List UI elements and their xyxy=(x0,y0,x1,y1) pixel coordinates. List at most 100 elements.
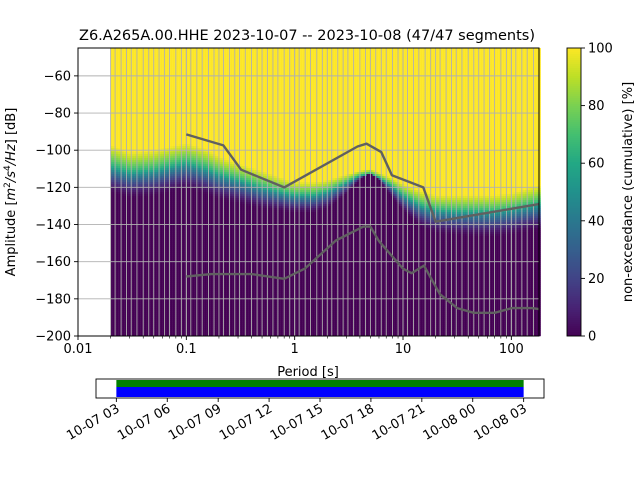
heatmap-cell xyxy=(134,78,137,81)
heatmap-cell xyxy=(156,58,159,61)
heatmap-cell xyxy=(124,122,127,125)
heatmap-cell xyxy=(156,296,159,299)
heatmap-cell xyxy=(156,110,159,113)
heatmap-cell xyxy=(120,52,123,55)
heatmap-cell xyxy=(148,80,151,83)
heatmap-cell xyxy=(136,142,139,145)
heatmap-cell xyxy=(150,116,153,119)
heatmap-cell xyxy=(150,72,153,75)
heatmap-cell xyxy=(134,222,137,225)
heatmap-cell xyxy=(118,162,121,165)
heatmap-cell xyxy=(156,192,159,195)
heatmap-cell xyxy=(176,104,179,107)
heatmap-cell xyxy=(150,288,153,291)
heatmap-cell xyxy=(172,190,175,193)
heatmap-cell xyxy=(164,48,167,51)
heatmap-cell xyxy=(116,236,119,239)
heatmap-cell xyxy=(158,140,161,143)
heatmap-cell xyxy=(114,322,117,325)
heatmap-cell xyxy=(158,166,161,169)
heatmap-cell xyxy=(156,170,159,173)
heatmap-cell xyxy=(176,302,179,305)
heatmap-cell xyxy=(132,54,135,57)
heatmap-cell xyxy=(128,80,131,83)
heatmap-cell xyxy=(136,150,139,153)
heatmap-cell xyxy=(122,82,125,85)
heatmap-cell xyxy=(150,108,153,111)
heatmap-cell xyxy=(158,152,161,155)
heatmap-cell xyxy=(124,282,127,285)
heatmap-cell xyxy=(128,104,131,107)
heatmap-cell xyxy=(132,60,135,63)
heatmap-cell xyxy=(134,286,137,289)
heatmap-cell xyxy=(114,296,117,299)
heatmap-cell xyxy=(112,80,115,83)
heatmap-cell xyxy=(128,234,131,237)
heatmap-cell xyxy=(114,116,117,119)
heatmap-cell xyxy=(122,122,125,125)
heatmap-cell xyxy=(114,326,117,329)
heatmap-cell xyxy=(142,250,145,253)
heatmap-cell xyxy=(144,130,147,133)
heatmap-cell xyxy=(170,238,173,241)
heatmap-cell xyxy=(118,108,121,111)
heatmap-cell xyxy=(144,100,147,103)
heatmap-cell xyxy=(120,110,123,113)
heatmap-cell xyxy=(142,164,145,167)
heatmap-cell xyxy=(170,64,173,67)
heatmap-cell xyxy=(162,288,165,291)
heatmap-cell xyxy=(170,206,173,209)
heatmap-cell xyxy=(158,138,161,141)
heatmap-cell xyxy=(176,284,179,287)
heatmap-cell xyxy=(162,58,165,61)
heatmap-cell xyxy=(136,242,139,245)
heatmap-cell xyxy=(134,182,137,185)
heatmap-cell xyxy=(112,168,115,171)
heatmap-cell xyxy=(150,218,153,221)
heatmap-cell xyxy=(128,188,131,191)
heatmap-cell xyxy=(172,216,175,219)
heatmap-cell xyxy=(124,292,127,295)
heatmap-cell xyxy=(166,156,169,159)
heatmap-cell xyxy=(116,82,119,85)
heatmap-cell xyxy=(164,124,167,127)
heatmap-cell xyxy=(124,310,127,313)
heatmap-cell xyxy=(176,234,179,237)
heatmap-cell xyxy=(170,274,173,277)
heatmap-cell xyxy=(136,234,139,237)
heatmap-cell xyxy=(120,322,123,325)
heatmap-cell xyxy=(176,174,179,177)
heatmap-cell xyxy=(172,126,175,129)
heatmap-cell xyxy=(158,232,161,235)
heatmap-cell xyxy=(130,118,133,121)
heatmap-cell xyxy=(166,192,169,195)
heatmap-cell xyxy=(154,148,157,151)
heatmap-cell xyxy=(144,58,147,61)
heatmap-cell xyxy=(150,318,153,321)
heatmap-cell xyxy=(128,202,131,205)
heatmap-cell xyxy=(150,248,153,251)
heatmap-cell xyxy=(116,180,119,183)
heatmap-cell xyxy=(110,166,113,169)
heatmap-cell xyxy=(156,286,159,289)
heatmap-cell xyxy=(134,266,137,269)
heatmap-cell xyxy=(156,306,159,309)
heatmap-cell xyxy=(148,124,151,127)
heatmap-cell xyxy=(164,272,167,275)
heatmap-cell xyxy=(132,94,135,97)
heatmap-cell xyxy=(118,78,121,81)
heatmap-cell xyxy=(142,322,145,325)
heatmap-cell xyxy=(176,282,179,285)
heatmap-cell xyxy=(118,264,121,267)
heatmap-cell xyxy=(140,160,143,163)
heatmap-cell xyxy=(122,60,125,63)
heatmap-cell xyxy=(162,276,165,279)
heatmap-cell xyxy=(166,196,169,199)
heatmap-cell xyxy=(140,290,143,293)
heatmap-cell xyxy=(176,50,179,53)
heatmap-cell xyxy=(130,240,133,243)
heatmap-cell xyxy=(176,280,179,283)
heatmap-cell xyxy=(148,278,151,281)
heatmap-cell xyxy=(158,78,161,81)
heatmap-cell xyxy=(166,286,169,289)
